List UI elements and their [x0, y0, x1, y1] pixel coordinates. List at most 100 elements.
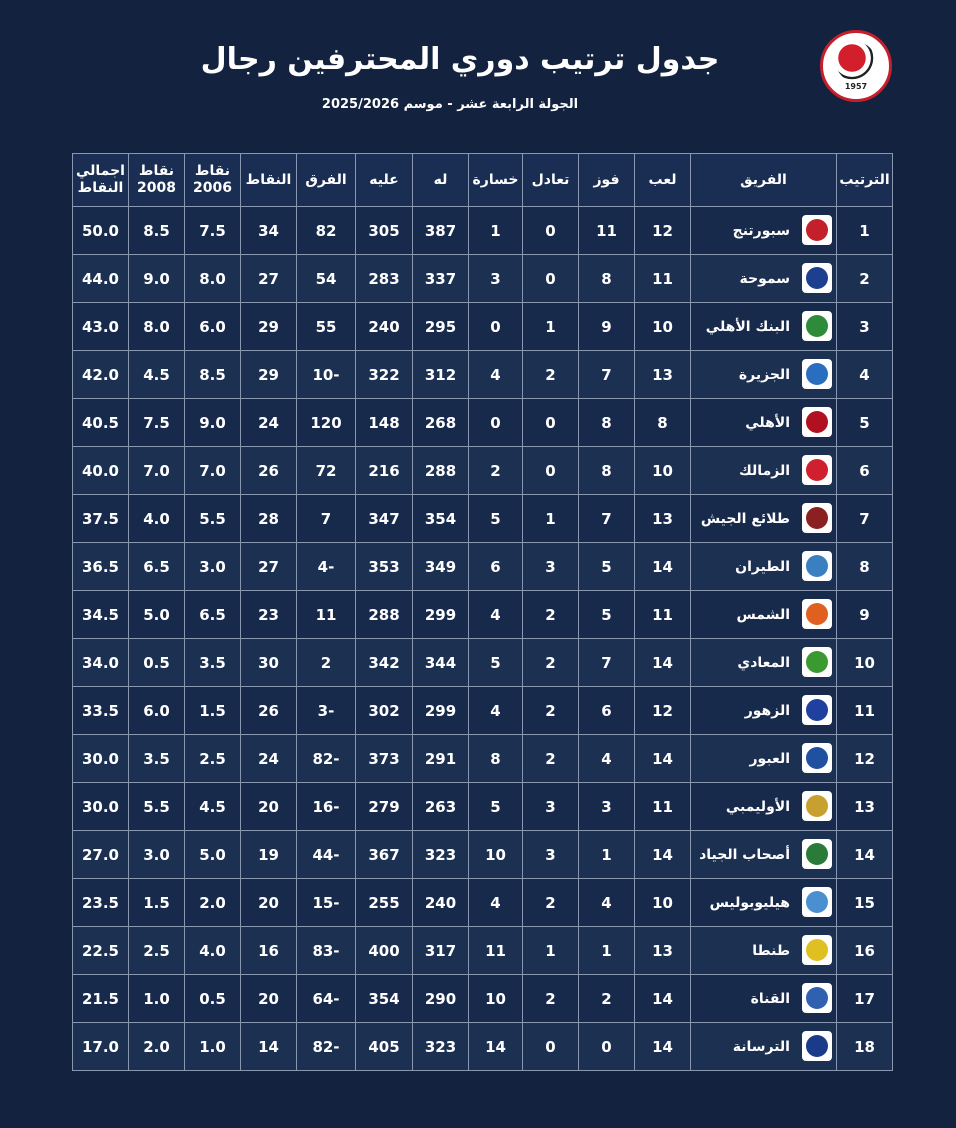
- cell-pts2008: 0.5: [128, 638, 185, 687]
- cell-loss: 5: [468, 638, 523, 687]
- cell-played: 14: [634, 734, 691, 783]
- column-header-diff: الفرق: [296, 153, 356, 207]
- cell-team: الشمس: [690, 590, 837, 639]
- cell-played: 10: [634, 446, 691, 495]
- cell-pts2006: 7.5: [184, 206, 241, 255]
- team-logo-icon: [802, 263, 832, 293]
- table-row: 30.0 5.5 4.5 20 16- 279 263 5 3 3 11 الأوليمبي 13: [72, 782, 893, 831]
- cell-win: 4: [578, 734, 635, 783]
- cell-pts2008: 7.5: [128, 398, 185, 447]
- cell-draw: 3: [522, 782, 579, 831]
- cell-points: 20: [240, 878, 297, 927]
- cell-win: 1: [578, 926, 635, 975]
- table-row: 50.0 8.5 7.5 34 82 305 387 1 0 11 12 سبورتنج 1: [72, 206, 893, 255]
- cell-against: 216: [355, 446, 413, 495]
- cell-diff: 64-: [296, 974, 356, 1023]
- cell-pts2008: 3.0: [128, 830, 185, 879]
- page-title: جدول ترتيب دوري المحترفين رجال: [200, 42, 720, 77]
- cell-points: 19: [240, 830, 297, 879]
- cell-loss: 4: [468, 350, 523, 399]
- table-row: 17.0 2.0 1.0 14 82- 405 323 14 0 0 14 الترسانة 18: [72, 1022, 893, 1071]
- cell-diff: 54: [296, 254, 356, 303]
- cell-against: 354: [355, 974, 413, 1023]
- cell-points: 27: [240, 542, 297, 591]
- cell-draw: 3: [522, 830, 579, 879]
- cell-played: 14: [634, 542, 691, 591]
- cell-loss: 5: [468, 782, 523, 831]
- cell-played: 14: [634, 638, 691, 687]
- team-logo-icon: [802, 743, 832, 773]
- cell-points: 29: [240, 350, 297, 399]
- cell-against: 353: [355, 542, 413, 591]
- cell-rank: 10: [836, 638, 893, 687]
- cell-team: الزهور: [690, 686, 837, 735]
- team-logo-icon: [802, 359, 832, 389]
- table-row: 23.5 1.5 2.0 20 15- 255 240 4 2 4 10 هيليوبوليس 15: [72, 878, 893, 927]
- cell-pts2006: 9.0: [184, 398, 241, 447]
- cell-pts2008: 7.0: [128, 446, 185, 495]
- cell-loss: 8: [468, 734, 523, 783]
- cell-loss: 10: [468, 974, 523, 1023]
- cell-diff: 44-: [296, 830, 356, 879]
- cell-pts2006: 5.0: [184, 830, 241, 879]
- table-row: 33.5 6.0 1.5 26 3- 302 299 4 2 6 12 الزهور 11: [72, 686, 893, 735]
- cell-pts2008: 8.5: [128, 206, 185, 255]
- cell-team: سبورتنج: [690, 206, 837, 255]
- team-name: الترسانة: [732, 1038, 790, 1055]
- cell-against: 302: [355, 686, 413, 735]
- team-logo-icon: [802, 791, 832, 821]
- team-name: طلائع الجيش: [700, 510, 790, 527]
- cell-team: هيليوبوليس: [690, 878, 837, 927]
- cell-for: 337: [412, 254, 469, 303]
- cell-loss: 4: [468, 590, 523, 639]
- team-logo-icon: [802, 695, 832, 725]
- cell-pts2006: 2.5: [184, 734, 241, 783]
- cell-rank: 18: [836, 1022, 893, 1071]
- cell-pts2008: 9.0: [128, 254, 185, 303]
- team-logo-icon: [802, 455, 832, 485]
- standings-table: اجمالي النقاط نقاط 2008 نقاط 2006 النقاط الف…: [72, 153, 893, 1071]
- cell-played: 12: [634, 206, 691, 255]
- cell-played: 8: [634, 398, 691, 447]
- cell-rank: 14: [836, 830, 893, 879]
- cell-team: طنطا: [690, 926, 837, 975]
- cell-diff: 72: [296, 446, 356, 495]
- cell-played: 14: [634, 1022, 691, 1071]
- cell-for: 263: [412, 782, 469, 831]
- team-logo-icon: [802, 935, 832, 965]
- cell-team: الأهلي: [690, 398, 837, 447]
- cell-against: 283: [355, 254, 413, 303]
- cell-diff: 15-: [296, 878, 356, 927]
- cell-loss: 14: [468, 1022, 523, 1071]
- cell-diff: 7: [296, 494, 356, 543]
- team-logo-icon: [802, 599, 832, 629]
- cell-pts2006: 0.5: [184, 974, 241, 1023]
- team-name: العبور: [749, 750, 790, 767]
- cell-pts2008: 1.0: [128, 974, 185, 1023]
- cell-draw: 3: [522, 542, 579, 591]
- table-row: 36.5 6.5 3.0 27 4- 353 349 6 3 5 14 الطيران 8: [72, 542, 893, 591]
- cell-total: 33.5: [72, 686, 129, 735]
- cell-rank: 9: [836, 590, 893, 639]
- column-header-draw: تعادل: [522, 153, 579, 207]
- cell-team: الأوليمبي: [690, 782, 837, 831]
- cell-diff: 11: [296, 590, 356, 639]
- cell-rank: 3: [836, 302, 893, 351]
- cell-for: 299: [412, 686, 469, 735]
- cell-pts2008: 3.5: [128, 734, 185, 783]
- team-name: طنطا: [752, 942, 790, 959]
- team-logo-icon: [802, 1031, 832, 1061]
- cell-draw: 2: [522, 638, 579, 687]
- cell-loss: 6: [468, 542, 523, 591]
- cell-pts2006: 2.0: [184, 878, 241, 927]
- cell-draw: 0: [522, 398, 579, 447]
- cell-win: 7: [578, 638, 635, 687]
- cell-draw: 0: [522, 446, 579, 495]
- cell-played: 11: [634, 782, 691, 831]
- cell-total: 43.0: [72, 302, 129, 351]
- team-name: أصحاب الجياد: [699, 846, 790, 863]
- cell-loss: 5: [468, 494, 523, 543]
- team-logo-icon: [802, 551, 832, 581]
- cell-for: 291: [412, 734, 469, 783]
- cell-total: 40.5: [72, 398, 129, 447]
